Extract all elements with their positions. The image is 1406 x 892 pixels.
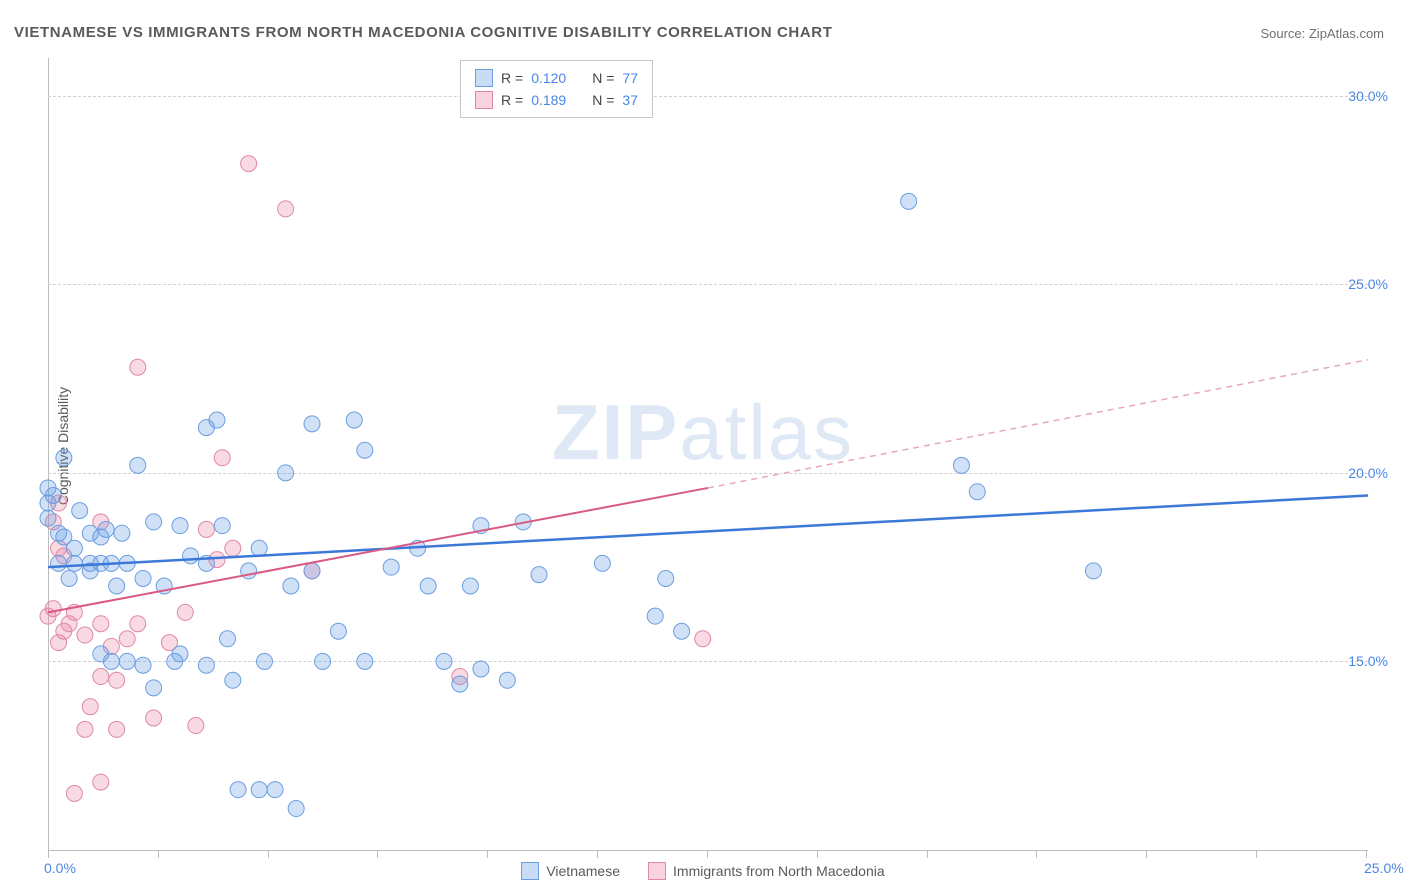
n-label: N = [592,92,614,108]
r-value: 0.120 [531,70,566,86]
legend-item: Vietnamese [521,862,620,880]
swatch-blue [521,862,539,880]
legend-bottom: Vietnamese Immigrants from North Macedon… [0,862,1406,880]
chart-container: VIETNAMESE VS IMMIGRANTS FROM NORTH MACE… [0,0,1406,892]
swatch-pink [648,862,666,880]
source-label: Source: ZipAtlas.com [1260,26,1384,41]
swatch-blue [475,69,493,87]
r-label: R = [501,70,523,86]
legend-label: Immigrants from North Macedonia [673,863,885,879]
r-label: R = [501,92,523,108]
r-value: 0.189 [531,92,566,108]
swatch-pink [475,91,493,109]
legend-top: R = 0.120 N = 77 R = 0.189 N = 37 [460,60,653,118]
legend-item: Immigrants from North Macedonia [648,862,885,880]
x-axis-line [48,850,1368,851]
chart-title: VIETNAMESE VS IMMIGRANTS FROM NORTH MACE… [14,24,832,41]
plot-area [48,58,1368,850]
n-label: N = [592,70,614,86]
legend-row: R = 0.189 N = 37 [475,89,638,111]
legend-row: R = 0.120 N = 77 [475,67,638,89]
legend-label: Vietnamese [546,863,620,879]
n-value: 37 [622,92,638,108]
n-value: 77 [622,70,638,86]
